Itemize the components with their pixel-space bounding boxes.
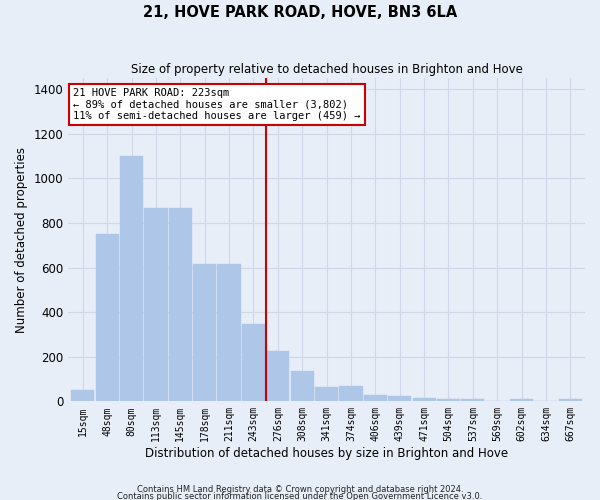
Text: Contains public sector information licensed under the Open Government Licence v3: Contains public sector information licen… [118, 492, 482, 500]
Text: 21, HOVE PARK ROAD, HOVE, BN3 6LA: 21, HOVE PARK ROAD, HOVE, BN3 6LA [143, 5, 457, 20]
Bar [217, 264, 241, 402]
Bar [413, 398, 436, 402]
Bar [340, 386, 362, 402]
Title: Size of property relative to detached houses in Brighton and Hove: Size of property relative to detached ho… [131, 62, 523, 76]
Text: 21 HOVE PARK ROAD: 223sqm
← 89% of detached houses are smaller (3,802)
11% of se: 21 HOVE PARK ROAD: 223sqm ← 89% of detac… [73, 88, 361, 121]
Bar [559, 399, 582, 402]
Text: Contains HM Land Registry data © Crown copyright and database right 2024.: Contains HM Land Registry data © Crown c… [137, 486, 463, 494]
Bar [71, 390, 94, 402]
Bar [461, 399, 484, 402]
Bar [145, 208, 167, 402]
Bar [120, 156, 143, 402]
Y-axis label: Number of detached properties: Number of detached properties [15, 146, 28, 332]
Bar [95, 234, 119, 402]
Bar [169, 208, 192, 402]
Bar [290, 371, 314, 402]
Bar [266, 351, 289, 402]
X-axis label: Distribution of detached houses by size in Brighton and Hove: Distribution of detached houses by size … [145, 447, 508, 460]
Bar [510, 399, 533, 402]
Bar [437, 399, 460, 402]
Bar [364, 394, 387, 402]
Bar [315, 387, 338, 402]
Bar [388, 396, 412, 402]
Bar [242, 324, 265, 402]
Bar [193, 264, 216, 402]
